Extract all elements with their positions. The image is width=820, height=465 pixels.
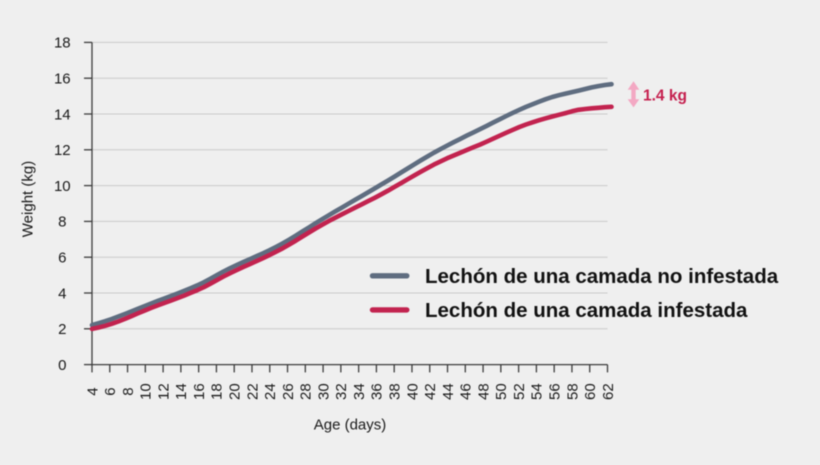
svg-text:56: 56 — [546, 383, 563, 400]
svg-text:22: 22 — [244, 383, 261, 400]
svg-text:1.4 kg: 1.4 kg — [643, 87, 687, 104]
svg-text:30: 30 — [315, 383, 332, 400]
svg-text:34: 34 — [351, 383, 368, 400]
svg-text:44: 44 — [440, 383, 457, 400]
svg-text:60: 60 — [582, 383, 599, 400]
svg-text:48: 48 — [475, 383, 492, 400]
svg-text:Age (days): Age (days) — [314, 417, 387, 434]
svg-text:4: 4 — [58, 285, 66, 302]
svg-text:58: 58 — [564, 383, 581, 400]
svg-text:8: 8 — [58, 214, 66, 231]
svg-text:20: 20 — [227, 383, 244, 400]
svg-text:14: 14 — [173, 383, 190, 400]
svg-text:16: 16 — [191, 383, 208, 400]
svg-text:6: 6 — [58, 250, 66, 267]
svg-text:6: 6 — [102, 387, 119, 395]
svg-text:10: 10 — [138, 383, 155, 400]
svg-text:18: 18 — [209, 383, 226, 400]
svg-text:42: 42 — [422, 383, 439, 400]
svg-text:52: 52 — [511, 383, 528, 400]
svg-text:24: 24 — [262, 383, 279, 400]
svg-text:16: 16 — [54, 71, 71, 88]
svg-text:32: 32 — [333, 383, 350, 400]
svg-text:Weight (kg): Weight (kg) — [20, 161, 37, 237]
svg-text:14: 14 — [54, 106, 71, 123]
svg-text:0: 0 — [58, 357, 66, 374]
svg-text:62: 62 — [600, 383, 617, 400]
svg-text:40: 40 — [404, 383, 421, 400]
svg-text:36: 36 — [369, 383, 386, 400]
svg-text:2: 2 — [58, 321, 66, 338]
svg-text:Lechón de una camada no infest: Lechón de una camada no infestada — [425, 265, 779, 288]
svg-text:18: 18 — [54, 35, 71, 52]
svg-text:Lechón de una camada infestada: Lechón de una camada infestada — [425, 299, 748, 322]
svg-text:28: 28 — [298, 383, 315, 400]
svg-text:26: 26 — [280, 383, 297, 400]
svg-text:10: 10 — [54, 178, 71, 195]
svg-text:50: 50 — [493, 383, 510, 400]
svg-text:12: 12 — [54, 142, 71, 159]
svg-text:38: 38 — [386, 383, 403, 400]
svg-text:12: 12 — [155, 383, 172, 400]
svg-text:54: 54 — [529, 383, 546, 400]
svg-text:8: 8 — [120, 387, 137, 395]
svg-text:46: 46 — [458, 383, 475, 400]
svg-text:4: 4 — [84, 387, 101, 395]
